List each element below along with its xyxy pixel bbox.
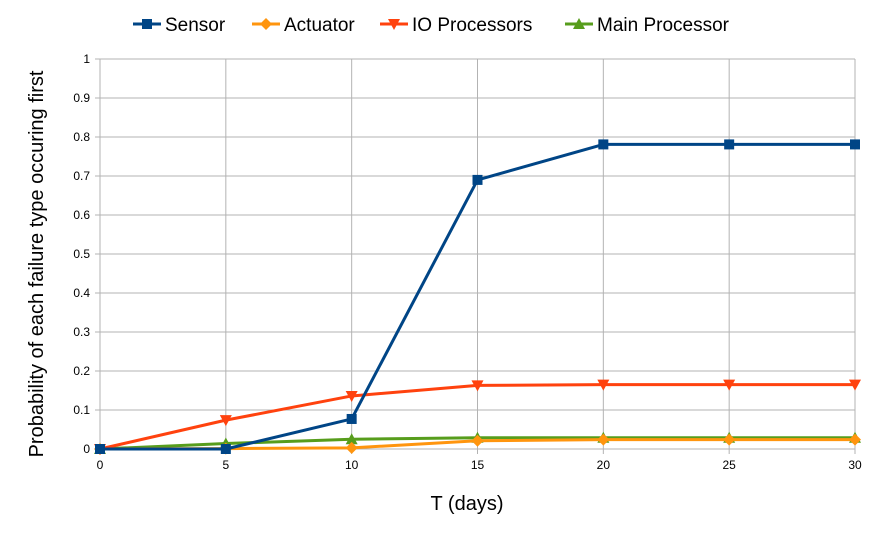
sensor-point bbox=[850, 139, 860, 150]
y-tick-label: 0.6 bbox=[73, 208, 90, 222]
legend-label: IO Processors bbox=[412, 15, 532, 36]
x-tick-label: 10 bbox=[345, 458, 359, 472]
y-tick-label: 0.4 bbox=[73, 286, 90, 300]
y-tick-label: 0.7 bbox=[73, 169, 90, 183]
legend-swatch-marker bbox=[573, 18, 585, 29]
sensor-point bbox=[346, 413, 357, 424]
x-tick-label: 0 bbox=[97, 458, 104, 472]
actuator-point bbox=[597, 433, 610, 446]
io-processors-point bbox=[345, 390, 358, 402]
actuator-point bbox=[345, 441, 358, 454]
x-tick-label: 20 bbox=[597, 458, 611, 472]
legend-label: Sensor bbox=[165, 15, 226, 36]
legend-swatch-marker bbox=[142, 19, 152, 29]
legend: Sensor Actuator IO Processors Main Processo… bbox=[133, 15, 730, 36]
grid-lines bbox=[99, 58, 856, 450]
io-processors-point bbox=[471, 380, 484, 392]
y-tick-label: 0.9 bbox=[73, 91, 90, 105]
series-sensor bbox=[95, 139, 860, 454]
legend-label: Main Processor bbox=[597, 15, 730, 36]
legend-label: Actuator bbox=[284, 15, 355, 36]
actuator-point bbox=[471, 434, 484, 447]
legend-swatch-marker bbox=[260, 18, 272, 30]
y-tick-label: 0.5 bbox=[73, 247, 90, 261]
y-tick-label: 0.8 bbox=[73, 130, 90, 144]
y-tick-label: 0.3 bbox=[73, 325, 90, 339]
legend-item-main-processor: Main Processor bbox=[565, 15, 730, 36]
series-io-processors bbox=[94, 379, 861, 455]
actuator-point bbox=[723, 433, 736, 446]
legend-item-sensor: Sensor bbox=[133, 15, 226, 36]
y-tick-label: 1 bbox=[83, 52, 90, 66]
actuator-point bbox=[849, 433, 861, 446]
legend-swatch-marker bbox=[388, 19, 400, 30]
y-tick-label: 0 bbox=[83, 442, 90, 456]
series-layer bbox=[94, 139, 861, 455]
sensor-point bbox=[95, 444, 105, 454]
x-tick-label: 30 bbox=[848, 458, 862, 472]
io-processors-point bbox=[219, 415, 232, 427]
x-tick-label: 15 bbox=[471, 458, 485, 472]
sensor-point bbox=[724, 139, 735, 150]
y-tick-label: 0.2 bbox=[73, 364, 90, 378]
io-processors-point bbox=[597, 379, 610, 391]
legend-item-actuator: Actuator bbox=[252, 15, 355, 36]
sensor-point bbox=[472, 174, 483, 185]
legend-item-io-processors: IO Processors bbox=[380, 15, 532, 36]
x-tick-label: 25 bbox=[722, 458, 736, 472]
y-tick-label: 0.1 bbox=[73, 403, 90, 417]
sensor-point bbox=[598, 139, 609, 150]
io-processors-point bbox=[723, 379, 736, 391]
sensor-point bbox=[220, 444, 231, 454]
y-axis-title: Probability of each failure type occurin… bbox=[26, 70, 48, 457]
io-processors-point bbox=[849, 379, 861, 391]
main-processor-point bbox=[345, 433, 358, 445]
tick-labels: 00.10.20.30.40.50.60.70.80.910 5 10 15 20 25 3… bbox=[73, 52, 862, 472]
x-tick-label: 5 bbox=[222, 458, 229, 472]
x-axis-title: T (days) bbox=[431, 493, 504, 515]
